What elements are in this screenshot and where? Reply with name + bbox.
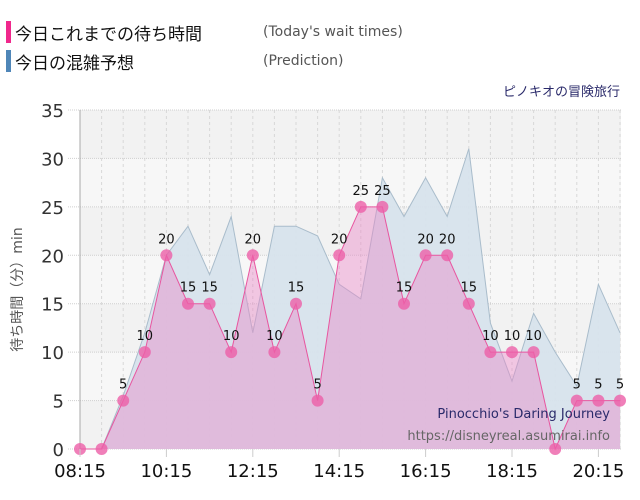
x-tick-label: 08:15 (54, 461, 106, 482)
data-label: 25 (353, 184, 370, 199)
data-label: 20 (331, 232, 348, 247)
data-point[interactable] (333, 249, 346, 262)
data-point[interactable] (419, 249, 432, 262)
data-label: 10 (504, 329, 521, 344)
x-tick-label: 18:15 (486, 461, 538, 482)
y-tick-label: 20 (41, 246, 64, 267)
legend-swatch-prediction (6, 50, 11, 72)
x-tick-label: 14:15 (313, 461, 365, 482)
data-label: 15 (201, 281, 218, 296)
x-tick-label: 16:15 (400, 461, 452, 482)
source-url[interactable]: https://disneyreal.asumirai.info (407, 429, 610, 444)
y-tick-label: 25 (41, 198, 64, 219)
data-point[interactable] (398, 297, 410, 310)
data-point[interactable] (462, 297, 475, 310)
data-point[interactable] (268, 346, 281, 359)
y-axis-label: 待ち時間（分）min (10, 227, 26, 351)
data-label: 10 (266, 329, 283, 344)
data-label: 10 (223, 329, 240, 344)
data-point[interactable] (138, 346, 151, 359)
legend-item-actual: 今日これまでの待ち時間 (Today's wait times) (6, 21, 403, 45)
legend-item-prediction: 今日の混雑予想 (Prediction) (6, 50, 344, 74)
data-label: 5 (119, 378, 127, 393)
data-label: 10 (137, 329, 154, 344)
data-label: 25 (374, 184, 391, 199)
legend-label-en: (Today's wait times) (263, 24, 403, 40)
data-point[interactable] (527, 346, 540, 359)
data-label: 5 (594, 378, 602, 393)
legend-label-jp: 今日の混雑予想 (15, 53, 134, 74)
data-point[interactable] (570, 394, 583, 407)
data-point[interactable] (182, 297, 194, 310)
x-tick-label: 10:15 (140, 461, 192, 482)
data-point[interactable] (225, 346, 238, 359)
data-point[interactable] (95, 443, 108, 455)
data-point[interactable] (246, 249, 259, 262)
data-label: 20 (158, 232, 175, 247)
y-tick-label: 30 (41, 149, 64, 170)
data-label: 10 (525, 329, 542, 344)
data-point[interactable] (160, 249, 173, 262)
data-label: 10 (482, 329, 499, 344)
data-point[interactable] (354, 200, 367, 213)
data-point[interactable] (290, 297, 302, 310)
data-label: 20 (417, 232, 434, 247)
legend-swatch-actual (6, 21, 11, 43)
actual-area (80, 206, 620, 449)
data-point[interactable] (506, 346, 518, 359)
data-point[interactable] (592, 394, 605, 407)
data-label: 5 (313, 378, 321, 393)
data-label: 15 (180, 281, 197, 296)
data-label: 15 (461, 281, 478, 296)
data-label: 5 (616, 378, 624, 393)
prediction-line (80, 148, 621, 450)
data-point[interactable] (484, 346, 497, 359)
legend-label-en: (Prediction) (263, 53, 344, 69)
y-tick-label: 10 (41, 343, 64, 364)
data-point[interactable] (117, 394, 130, 407)
plot-band (80, 158, 621, 207)
prediction-area (80, 148, 620, 449)
data-point[interactable] (376, 200, 389, 213)
data-point[interactable] (549, 443, 562, 455)
data-point[interactable] (311, 394, 324, 407)
ride-name-jp: ピノキオの冒険旅行 (502, 85, 620, 100)
data-label: 20 (245, 232, 262, 247)
data-label: 20 (439, 232, 456, 247)
x-tick-label: 20:15 (572, 461, 624, 482)
x-tick-label: 12:15 (227, 461, 279, 482)
y-tick-label: 5 (53, 392, 64, 413)
data-label: 15 (396, 281, 413, 296)
data-point[interactable] (441, 249, 454, 262)
y-tick-label: 15 (41, 295, 64, 316)
ride-name-en: Pinocchio's Daring Journey (437, 407, 610, 422)
data-point[interactable] (614, 394, 626, 407)
y-tick-label: 35 (41, 101, 64, 122)
data-point[interactable] (203, 297, 216, 310)
y-tick-label: 0 (53, 440, 64, 461)
plot-band (80, 110, 621, 159)
legend-label-jp: 今日これまでの待ち時間 (15, 24, 202, 45)
data-label: 5 (573, 378, 581, 393)
data-label: 15 (288, 281, 305, 296)
